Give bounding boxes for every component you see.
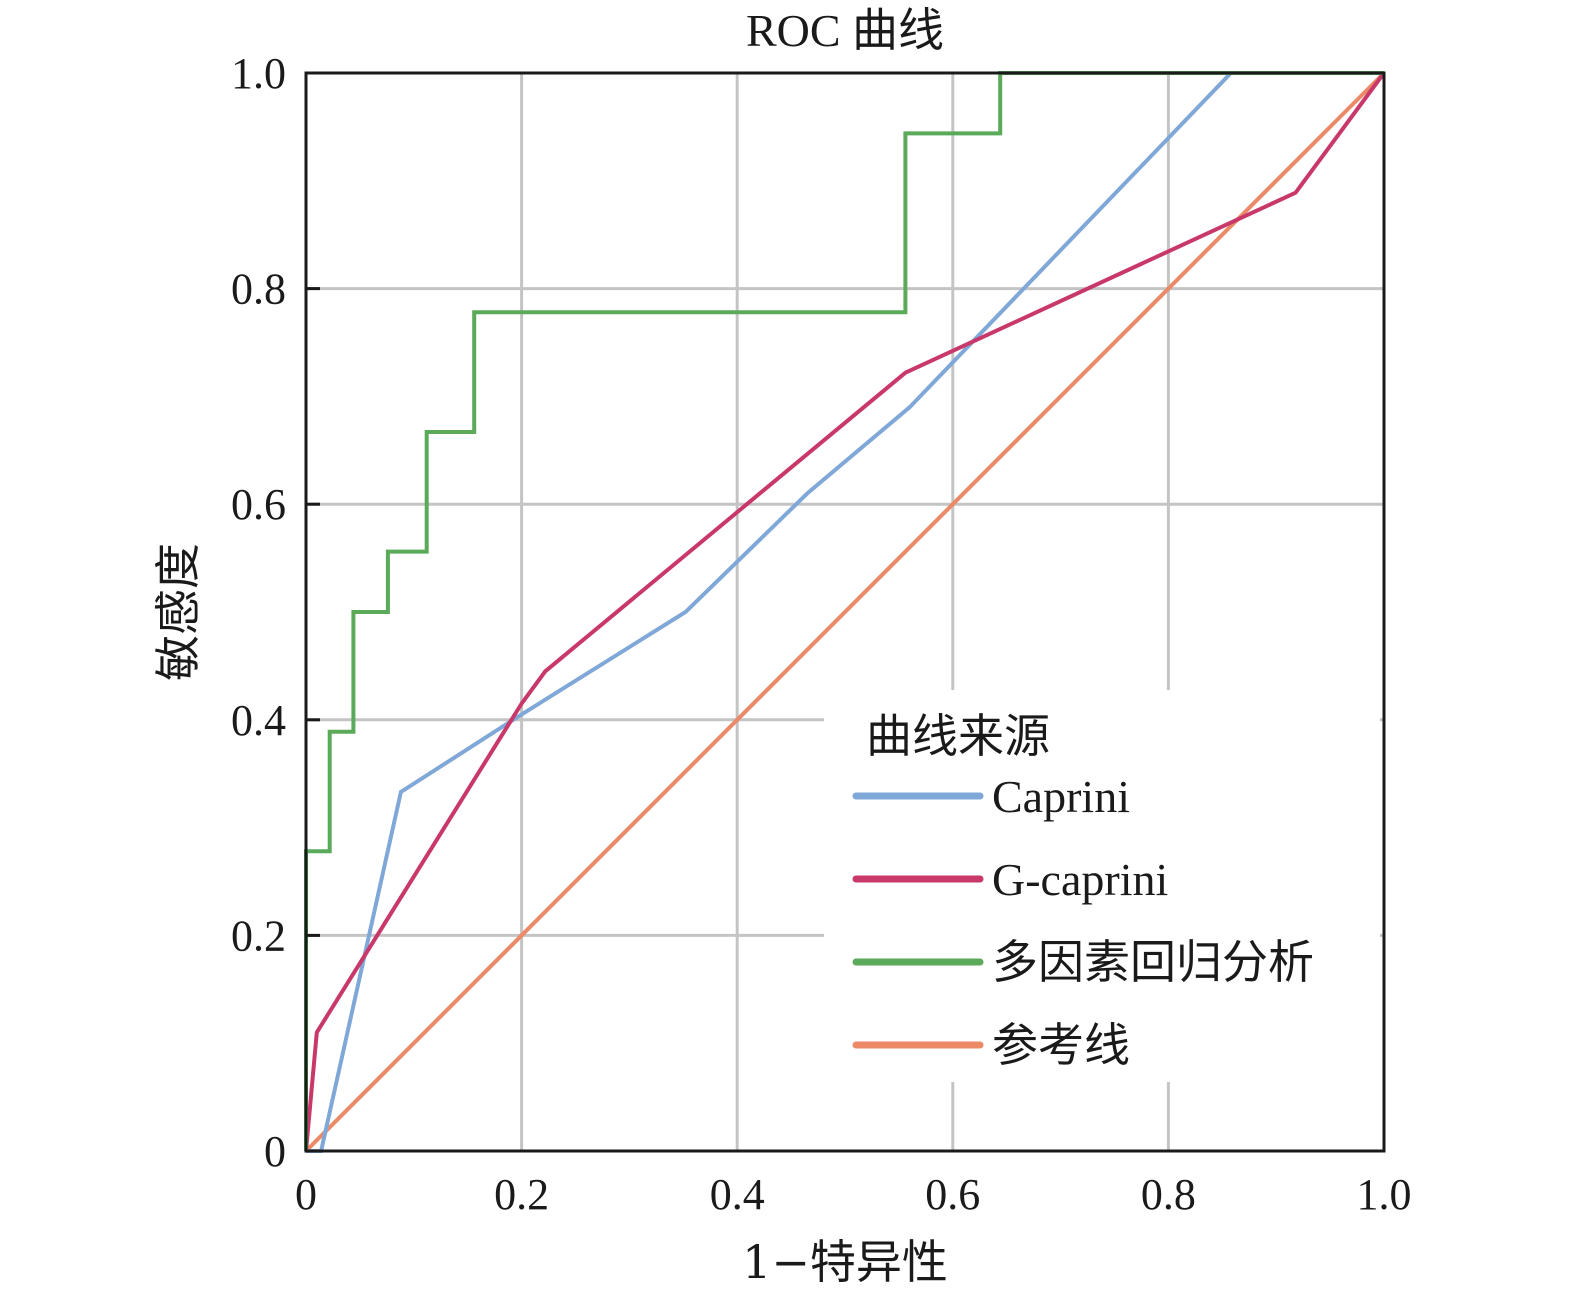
legend-label: 多因素回归分析 <box>992 937 1314 988</box>
axis-ticks: 0 0.2 0.4 0.6 0.8 1.0 0 0.2 0.4 0.6 0.8 1.0 <box>231 49 1412 1219</box>
legend-label: 参考线 <box>992 1020 1130 1071</box>
y-tick-label: 1.0 <box>231 49 286 98</box>
series-line-2 <box>304 71 1384 1151</box>
y-tick-label: 0.4 <box>231 696 286 745</box>
x-tick-label: 0.2 <box>494 1170 549 1219</box>
series-line-0 <box>306 71 1384 1153</box>
y-tick-label: 0.2 <box>231 911 286 960</box>
x-tick-label: 0.8 <box>1141 1170 1196 1219</box>
y-tick-label: 0.6 <box>231 480 286 529</box>
x-tick-label: 1.0 <box>1357 1170 1412 1219</box>
x-axis-title: 1−特异性 <box>742 1235 948 1289</box>
y-axis-title: 敏感度 <box>151 543 205 681</box>
series-lines <box>304 71 1386 1153</box>
y-tick-label: 0 <box>264 1127 286 1176</box>
legend-background <box>824 690 1380 1082</box>
plot-frame <box>304 71 1386 1153</box>
series-line-3 <box>304 71 1386 1153</box>
series-line-1 <box>304 71 1386 1152</box>
x-tick-label: 0.4 <box>710 1170 765 1219</box>
y-tick-label: 0.8 <box>231 265 286 314</box>
x-tick-label: 0.6 <box>925 1170 980 1219</box>
legend-label: G-caprini <box>992 854 1168 905</box>
legend-label: Caprini <box>992 771 1130 822</box>
legend-title: 曲线来源 <box>866 709 1050 763</box>
x-tick-label: 0 <box>295 1170 317 1219</box>
chart-title: ROC 曲线 <box>746 5 944 56</box>
